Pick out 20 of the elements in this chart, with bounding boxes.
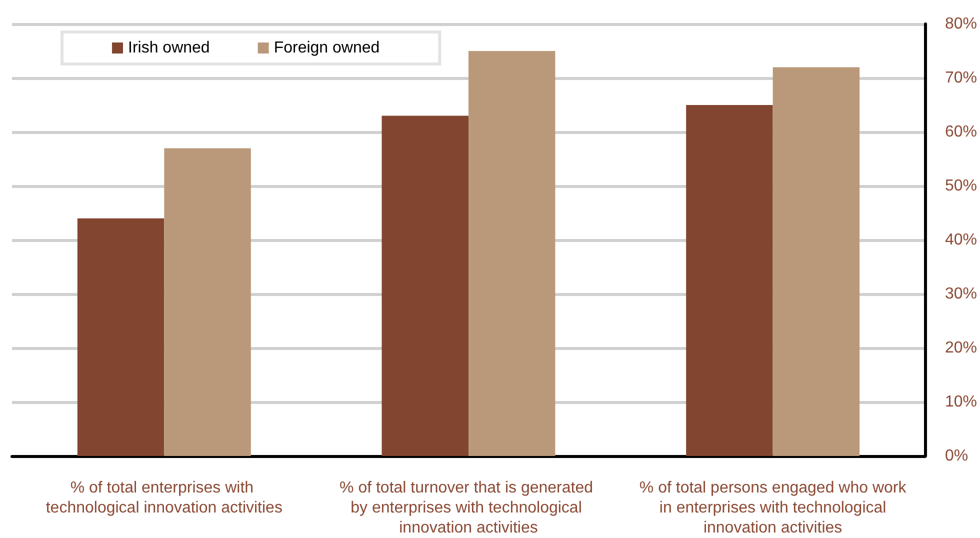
y-tick-label: 40% [944,232,978,248]
y-tick-label: 70% [944,70,978,86]
y-tick-label: 50% [944,178,978,194]
x-tick-label: % of total enterprises with technological innovation activities [46,480,282,516]
x-tick-label: % of total turnover that is generated by enterprises with technological innovation activities [340,480,598,536]
bar [468,51,556,456]
bar [382,116,468,456]
y-tick-label: 0% [944,448,968,464]
bar [686,105,773,456]
y-tick-label: 60% [944,124,978,140]
y-tick-label: 10% [944,394,978,410]
y-tick-label: 20% [944,340,978,356]
bar [164,148,251,456]
bar [77,218,164,456]
bar [772,67,860,456]
legend-label: Foreign owned [274,40,380,56]
legend-label: Irish owned [128,40,210,56]
y-tick-label: 30% [944,286,978,302]
x-tick-label: % of total persons engaged who work in enterprises with technological innovation activities [639,480,908,536]
y-tick-label: 80% [944,16,978,32]
